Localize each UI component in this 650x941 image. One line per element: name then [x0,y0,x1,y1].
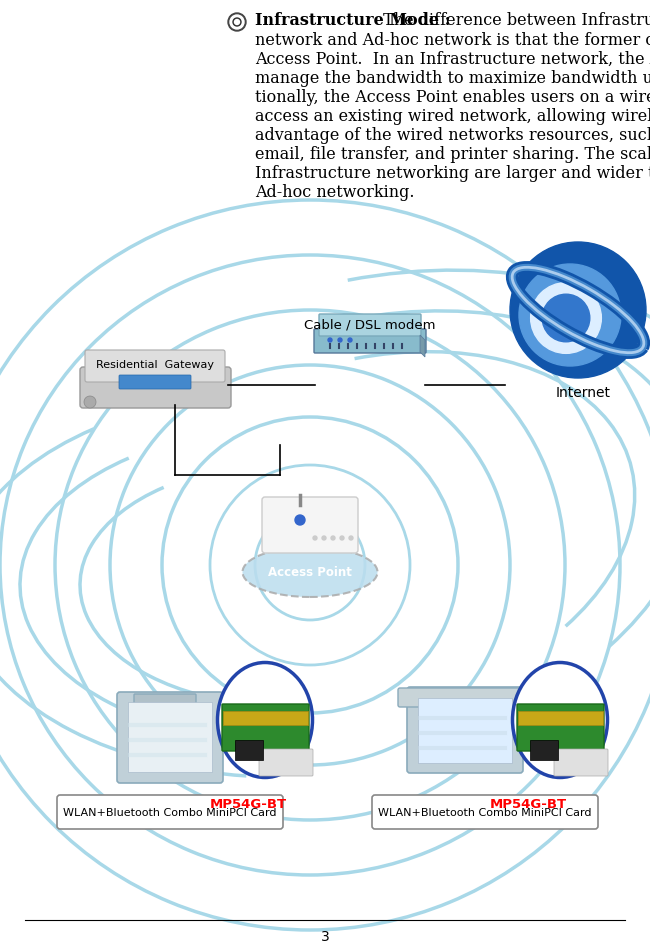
Text: email, file transfer, and printer sharing. The scale and range of the: email, file transfer, and printer sharin… [255,146,650,163]
Circle shape [338,338,342,342]
FancyBboxPatch shape [235,740,263,760]
Circle shape [313,536,317,540]
Circle shape [328,338,332,342]
Ellipse shape [218,662,313,777]
Polygon shape [420,335,425,357]
FancyBboxPatch shape [85,350,225,382]
Circle shape [340,536,344,540]
Ellipse shape [242,547,378,597]
Text: MP54G-BT: MP54G-BT [490,798,567,811]
Circle shape [331,536,335,540]
Text: manage the bandwidth to maximize bandwidth utilization.  Addi-: manage the bandwidth to maximize bandwid… [255,70,650,87]
Text: Residential  Gateway: Residential Gateway [96,360,214,370]
Text: Internet: Internet [556,386,610,400]
Text: The difference between Infrastructure: The difference between Infrastructure [378,12,650,29]
Text: Access Point: Access Point [268,566,352,579]
FancyBboxPatch shape [554,749,608,776]
Circle shape [228,13,246,31]
Text: Ad-hoc networking.: Ad-hoc networking. [255,184,415,201]
Circle shape [348,338,352,342]
Text: Access Point.  In an Infrastructure network, the Access Point can: Access Point. In an Infrastructure netwo… [255,51,650,68]
Circle shape [233,18,241,26]
Circle shape [530,282,601,354]
Circle shape [510,242,646,378]
Circle shape [542,295,590,342]
FancyBboxPatch shape [319,314,421,336]
Text: Infrastructure Mode :: Infrastructure Mode : [255,12,450,29]
Circle shape [295,515,305,525]
Text: MP54G-BT: MP54G-BT [210,798,287,811]
Circle shape [519,264,621,366]
FancyBboxPatch shape [117,692,223,783]
FancyBboxPatch shape [80,367,231,408]
Text: 3: 3 [320,930,330,941]
FancyBboxPatch shape [407,687,523,773]
FancyBboxPatch shape [517,704,604,751]
Circle shape [230,15,244,29]
Text: WLAN+Bluetooth Combo MiniPCI Card: WLAN+Bluetooth Combo MiniPCI Card [63,808,277,818]
FancyBboxPatch shape [222,704,309,751]
Ellipse shape [512,662,608,777]
FancyBboxPatch shape [314,329,426,353]
FancyBboxPatch shape [372,795,598,829]
FancyBboxPatch shape [398,688,542,707]
Circle shape [349,536,353,540]
Text: access an existing wired network, allowing wireless users to take: access an existing wired network, allowi… [255,108,650,125]
FancyBboxPatch shape [223,711,308,725]
FancyBboxPatch shape [134,694,196,704]
Text: Cable / DSL modem: Cable / DSL modem [304,318,436,331]
FancyBboxPatch shape [259,749,313,776]
FancyBboxPatch shape [57,795,283,829]
Text: tionally, the Access Point enables users on a wireless LAN to: tionally, the Access Point enables users… [255,89,650,106]
Circle shape [84,396,96,408]
FancyBboxPatch shape [119,375,191,389]
Text: advantage of the wired networks resources, such as  Internet,: advantage of the wired networks resource… [255,127,650,144]
Circle shape [322,536,326,540]
FancyBboxPatch shape [530,740,558,760]
Text: Infrastructure networking are larger and wider than that of the: Infrastructure networking are larger and… [255,165,650,182]
FancyBboxPatch shape [518,711,603,725]
FancyBboxPatch shape [418,698,512,763]
Text: WLAN+Bluetooth Combo MiniPCI Card: WLAN+Bluetooth Combo MiniPCI Card [378,808,592,818]
Circle shape [235,20,239,24]
FancyBboxPatch shape [128,702,212,772]
Text: network and Ad-hoc network is that the former one includes an: network and Ad-hoc network is that the f… [255,32,650,49]
FancyBboxPatch shape [262,497,358,553]
